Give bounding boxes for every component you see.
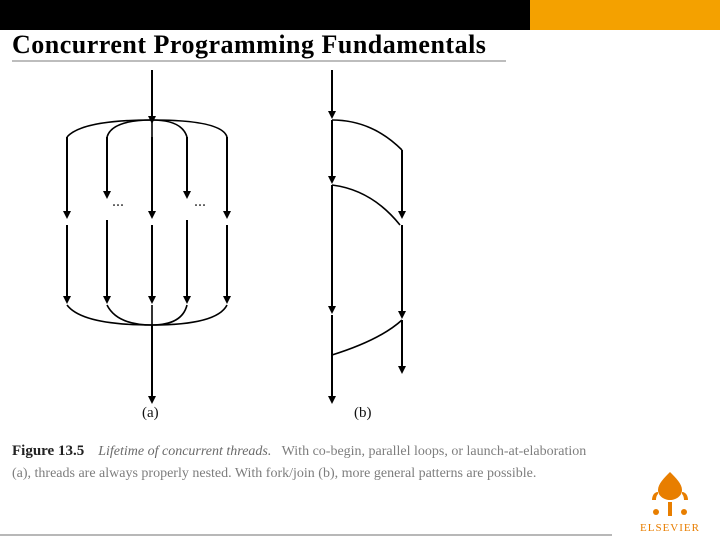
figure-title: Lifetime of concurrent threads. xyxy=(98,444,271,459)
elsevier-tree-icon xyxy=(644,468,696,520)
publisher-name: ELSEVIER xyxy=(630,522,710,534)
panel-a-label: (a) xyxy=(142,405,159,422)
ellipsis-1: ... xyxy=(112,193,124,211)
bottom-rule xyxy=(0,534,612,536)
figure-number: Figure 13.5 xyxy=(12,443,84,459)
figure-caption: Figure 13.5 Lifetime of concurrent threa… xyxy=(12,440,605,485)
threads-svg xyxy=(12,65,492,425)
header-black-bar xyxy=(0,0,530,30)
ellipsis-2: ... xyxy=(194,193,206,211)
panel-b-label: (b) xyxy=(354,405,372,422)
page-title: Concurrent Programming Fundamentals xyxy=(12,30,486,60)
header-accent-bar xyxy=(530,0,720,30)
threads-diagram: ... ... (a) (b) xyxy=(12,65,492,425)
publisher-logo: ELSEVIER xyxy=(630,468,710,534)
